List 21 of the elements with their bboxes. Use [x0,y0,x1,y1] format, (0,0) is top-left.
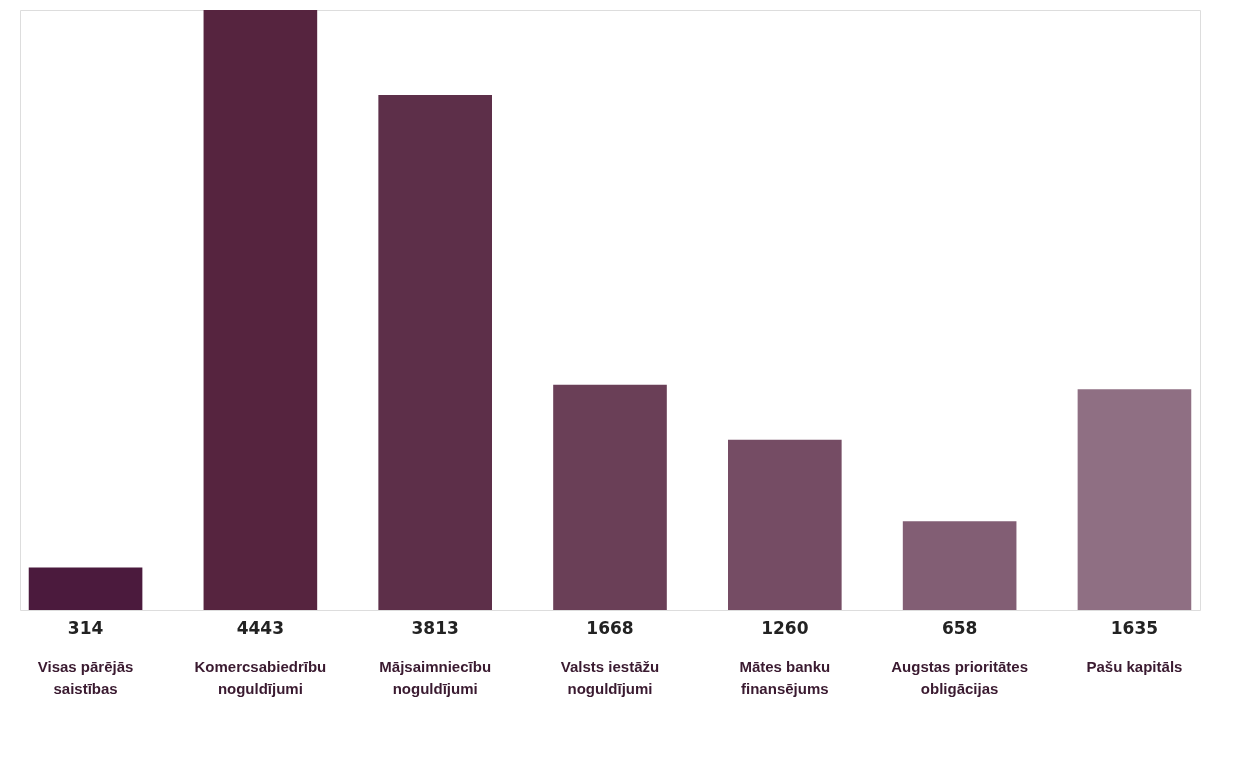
x-tick-label: Visas pārējās saistības [37,658,134,697]
bar [28,567,143,610]
x-tick-label: Komercsabiedrību noguldījumi [194,658,327,697]
bar [378,95,492,610]
bar [1077,389,1192,610]
data-label: 4443 [236,618,285,638]
bar [553,384,667,610]
data-label: 1260 [761,618,809,638]
data-label: 314 [67,618,104,638]
x-tick-label: Mātes banku finansējums [739,658,831,697]
data-label: 658 [941,618,978,638]
x-tick-label: Valsts iestāžu noguldījumi [560,658,660,697]
bar [203,10,318,610]
bar [902,521,1017,610]
x-tick-label: Pašu kapitāls [1086,658,1183,675]
data-label: 1635 [1110,618,1159,638]
data-label: 1668 [586,618,634,638]
data-label: 3813 [411,618,459,638]
x-tick-label: Mājsaimniecību noguldījumi [379,658,492,697]
bar [728,439,842,610]
x-tick-label: Augstas prioritātes obligācijas [891,658,1028,697]
